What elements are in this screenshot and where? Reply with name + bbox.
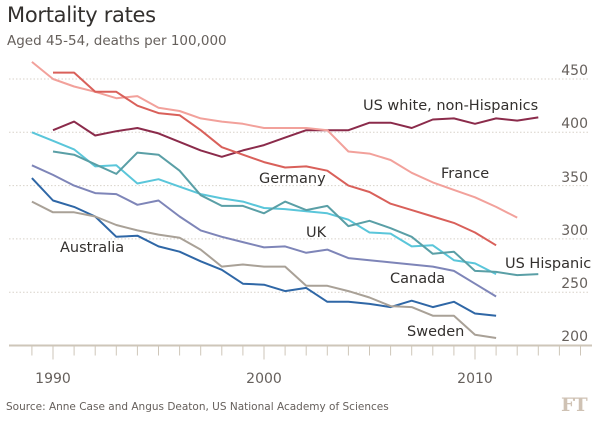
series-line-australia <box>31 177 497 317</box>
x-axis-labels: 1990 2000 2010 <box>35 371 493 387</box>
series-label-australia: Australia <box>60 240 124 256</box>
y-axis-labels: 450 400 350 300 250 200 <box>561 63 588 345</box>
source-note: Source: Anne Case and Angus Deaton, US N… <box>6 401 389 413</box>
y-tick-label: 300 <box>561 223 588 239</box>
y-tick-label: 400 <box>561 116 588 132</box>
series-lines <box>31 61 539 339</box>
series-label-sweden: Sweden <box>407 324 464 340</box>
x-tick-label: 2010 <box>457 371 493 387</box>
x-tick-label: 1990 <box>35 371 71 387</box>
series-line-uk <box>31 131 497 275</box>
series-line-canada <box>31 164 497 298</box>
series-label-france: France <box>441 166 489 182</box>
y-tick-label: 250 <box>561 276 588 292</box>
series-line-us-hispanic <box>52 150 539 277</box>
x-axis <box>9 344 592 360</box>
ft-logo: FT <box>561 394 588 416</box>
series-line-us-white-non-hispanics <box>52 116 539 158</box>
series-line-france <box>31 61 518 219</box>
series-labels: US white, non-Hispanics France Germany U… <box>60 98 591 340</box>
series-line-germany <box>53 71 497 247</box>
series-label-us-hispanic: US Hispanic <box>505 256 591 272</box>
series-line-sweden <box>31 200 497 339</box>
series-label-us-white: US white, non-Hispanics <box>363 98 538 114</box>
y-tick-label: 200 <box>561 329 588 345</box>
y-tick-label: 350 <box>561 170 588 186</box>
x-tick-label: 2000 <box>246 371 282 387</box>
series-label-germany: Germany <box>259 171 326 187</box>
y-tick-label: 450 <box>561 63 588 79</box>
chart-title: Mortality rates <box>7 3 156 27</box>
chart-subtitle: Aged 45-54, deaths per 100,000 <box>7 33 227 49</box>
series-label-uk: UK <box>306 225 327 241</box>
series-label-canada: Canada <box>390 271 445 287</box>
